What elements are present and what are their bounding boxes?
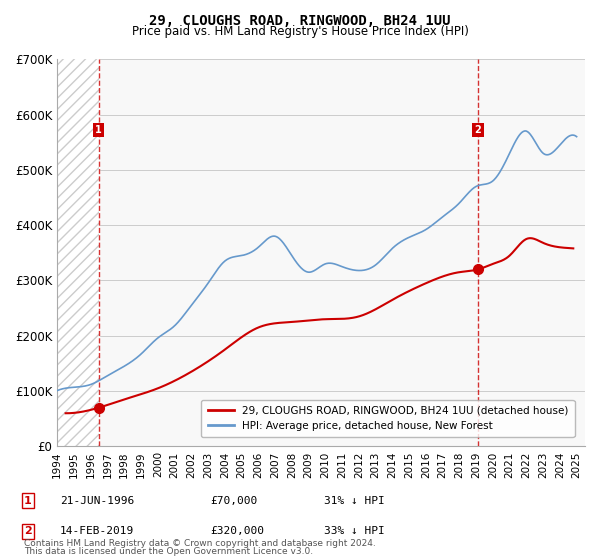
Text: 29, CLOUGHS ROAD, RINGWOOD, BH24 1UU: 29, CLOUGHS ROAD, RINGWOOD, BH24 1UU [149, 14, 451, 28]
Text: 1: 1 [95, 125, 102, 135]
Text: This data is licensed under the Open Government Licence v3.0.: This data is licensed under the Open Gov… [24, 547, 313, 556]
Text: 2: 2 [24, 526, 32, 536]
Text: 2: 2 [475, 125, 481, 135]
Text: Contains HM Land Registry data © Crown copyright and database right 2024.: Contains HM Land Registry data © Crown c… [24, 539, 376, 548]
Text: 1: 1 [24, 496, 32, 506]
Bar [57, 59, 98, 446]
Text: 33% ↓ HPI: 33% ↓ HPI [324, 526, 385, 536]
Text: Price paid vs. HM Land Registry's House Price Index (HPI): Price paid vs. HM Land Registry's House … [131, 25, 469, 38]
Bar [57, 59, 98, 446]
Text: £320,000: £320,000 [210, 526, 264, 536]
Legend: 29, CLOUGHS ROAD, RINGWOOD, BH24 1UU (detached house), HPI: Average price, detac: 29, CLOUGHS ROAD, RINGWOOD, BH24 1UU (de… [201, 400, 575, 437]
Text: 21-JUN-1996: 21-JUN-1996 [60, 496, 134, 506]
Text: 14-FEB-2019: 14-FEB-2019 [60, 526, 134, 536]
Text: £70,000: £70,000 [210, 496, 257, 506]
Text: 31% ↓ HPI: 31% ↓ HPI [324, 496, 385, 506]
